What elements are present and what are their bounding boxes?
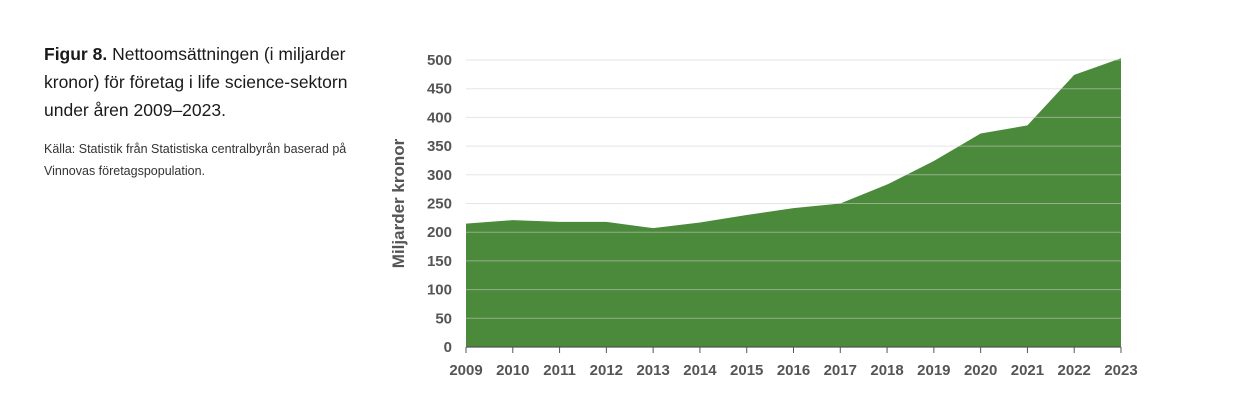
y-tick-label: 100 xyxy=(427,282,452,299)
figure-caption: Figur 8. Nettoomsättningen (i miljarder … xyxy=(44,40,354,182)
y-axis-label: Miljarder kronor xyxy=(389,138,408,268)
y-tick-label: 200 xyxy=(427,224,452,241)
x-tick-label: 2010 xyxy=(496,362,529,379)
figure-source: Källa: Statistik från Statistiska centra… xyxy=(44,142,347,178)
y-tick-label: 300 xyxy=(427,167,452,184)
x-tick-label: 2017 xyxy=(824,362,857,379)
x-tick-label: 2021 xyxy=(1011,362,1044,379)
x-tick-label: 2016 xyxy=(777,362,810,379)
y-tick-label: 0 xyxy=(444,339,452,356)
x-tick-label: 2022 xyxy=(1058,362,1091,379)
area-series-nettoomsattning xyxy=(466,58,1121,347)
y-tick-label: 450 xyxy=(427,81,452,98)
y-tick-label: 350 xyxy=(427,138,452,155)
x-tick-label: 2023 xyxy=(1104,362,1137,379)
y-tick-label: 400 xyxy=(427,109,452,126)
y-tick-label: 50 xyxy=(435,310,452,327)
x-tick-label: 2011 xyxy=(543,362,576,379)
y-tick-label: 500 xyxy=(427,52,452,69)
area-chart: 0 50 100 150 200 250 300 350 400 450 500 2009 2010 20… xyxy=(389,52,1138,379)
x-tick-label: 2014 xyxy=(683,362,717,379)
figure-title-text: Nettoomsättningen (i miljarder kronor) f… xyxy=(44,44,348,120)
x-tick-label: 2015 xyxy=(730,362,763,379)
x-tick-label: 2019 xyxy=(917,362,950,379)
x-tick-label: 2018 xyxy=(870,362,903,379)
x-tick-label: 2009 xyxy=(449,362,482,379)
y-tick-label: 250 xyxy=(427,196,452,213)
figure-title: Figur 8. Nettoomsättningen (i miljarder … xyxy=(44,40,354,124)
x-tick-label: 2012 xyxy=(590,362,623,379)
x-tick-label: 2013 xyxy=(636,362,669,379)
y-tick-label: 150 xyxy=(427,253,452,270)
figure-label: Figur 8. xyxy=(44,44,108,64)
chart-container: 0 50 100 150 200 250 300 350 400 450 500 2009 2010 20… xyxy=(380,40,1160,395)
x-tick-label: 2020 xyxy=(964,362,997,379)
